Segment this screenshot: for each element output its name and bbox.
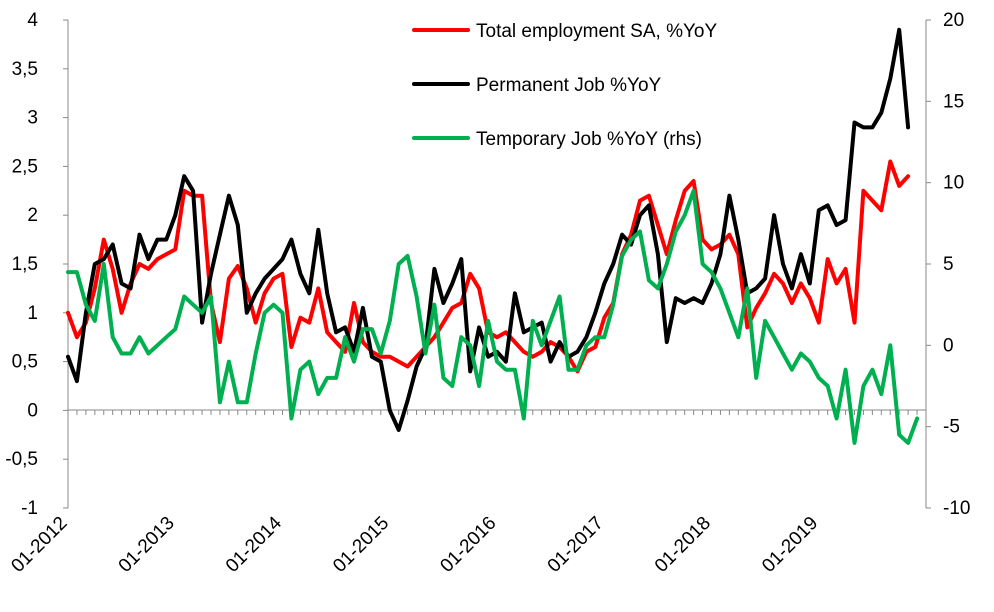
right-tick-label: 15 [943, 91, 964, 112]
left-tick-label: 0,5 [12, 352, 38, 373]
right-tick-label: 20 [943, 10, 964, 31]
left-tick-label: 0 [27, 400, 38, 421]
left-tick-label: 4 [27, 10, 38, 31]
x-tick-label: 01-2014 [222, 512, 286, 576]
x-axis-ticks: 01-2012 01-2013 01-2014 01-2015 01-2016 01-20… [7, 410, 927, 577]
left-tick-label: -1 [21, 498, 38, 519]
legend: Total employment SA, %YoY Permanent Job %… [412, 21, 717, 150]
x-tick-label: 01-2012 [7, 513, 71, 577]
series-line-2 [66, 27, 911, 432]
right-tick-label: 5 [943, 254, 954, 275]
right-axis-ticks: -10 -5 0 5 10 15 20 [926, 10, 970, 519]
x-tick-label: 01-2019 [758, 513, 822, 577]
x-tick-label: 01-2013 [115, 513, 179, 577]
series-lines [66, 27, 920, 445]
left-tick-label: 2 [27, 205, 38, 226]
right-tick-label: -5 [943, 417, 960, 438]
right-tick-label: 0 [943, 335, 954, 356]
left-tick-label: 3,5 [12, 59, 38, 80]
legend-label: Total employment SA, %YoY [476, 21, 717, 42]
x-tick-label: 01-2016 [436, 513, 500, 577]
series-line-3 [66, 188, 920, 445]
left-tick-label: 1 [27, 303, 38, 324]
legend-label: Permanent Job %YoY [476, 75, 662, 96]
left-tick-label: 3 [27, 108, 38, 129]
left-axis-ticks: -1 -0,5 0 0,5 1 1,5 2 2,5 3 3,5 4 [5, 10, 68, 519]
left-tick-label: -0,5 [5, 449, 38, 470]
x-tick-label: 01-2018 [651, 513, 715, 577]
legend-label: Temporary Job %YoY (rhs) [476, 129, 702, 150]
right-tick-label: -10 [943, 498, 970, 519]
left-tick-label: 1,5 [12, 254, 38, 275]
left-tick-label: 2,5 [12, 156, 38, 177]
x-tick-label: 01-2017 [544, 513, 608, 577]
x-tick-label: 01-2015 [329, 513, 393, 577]
right-tick-label: 10 [943, 173, 964, 194]
